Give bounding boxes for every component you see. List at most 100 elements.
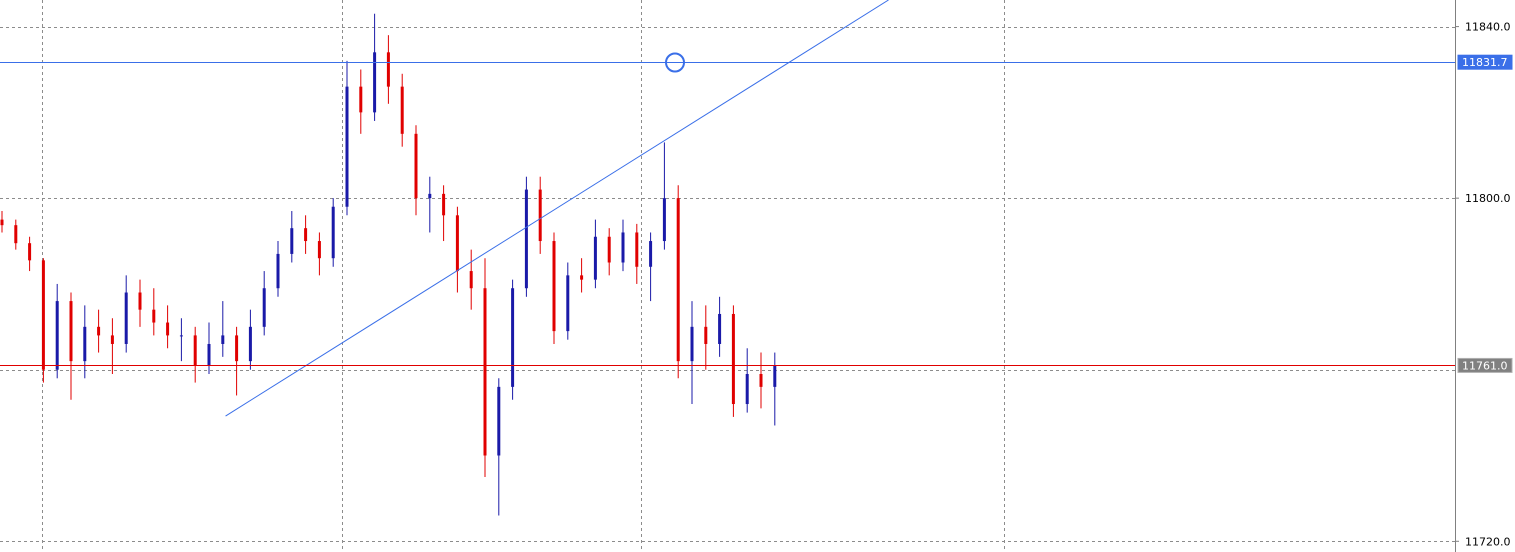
candle-body <box>179 335 183 337</box>
candle <box>676 185 680 379</box>
candle <box>69 292 73 400</box>
candle <box>759 352 763 409</box>
candle-body <box>152 309 156 323</box>
candle <box>580 258 584 293</box>
candle-body <box>745 374 749 405</box>
candle-body <box>704 326 708 344</box>
candle <box>414 125 418 216</box>
candle <box>511 279 515 400</box>
candle <box>152 288 156 336</box>
candle <box>28 236 32 272</box>
candle <box>635 223 639 284</box>
candle <box>138 279 142 327</box>
candle-body <box>28 243 32 261</box>
candle-body <box>41 260 45 370</box>
candle <box>14 219 18 250</box>
candle-body <box>276 253 280 289</box>
candle <box>97 309 101 353</box>
candle <box>497 378 501 516</box>
candle-body <box>0 219 4 226</box>
candle <box>317 232 321 276</box>
price-label-box <box>1457 54 1513 70</box>
candle-body <box>124 292 128 344</box>
candle <box>124 275 128 353</box>
candle <box>483 258 487 477</box>
grid <box>0 0 1455 552</box>
candle-body <box>690 326 694 362</box>
y-tick-label: 11720.0 <box>1465 535 1511 548</box>
candle-body <box>83 326 87 362</box>
candle <box>41 258 45 383</box>
candle <box>248 309 252 370</box>
candle <box>400 73 404 147</box>
candle <box>193 326 197 383</box>
candle <box>290 211 294 263</box>
candle-body <box>400 86 404 134</box>
candle-body <box>386 52 390 87</box>
candle-body <box>55 301 59 370</box>
price-axis[interactable]: 11840.0 11800.0 11720.0 11831.7 11761.0 <box>1455 21 1513 549</box>
candle-body <box>593 236 597 280</box>
candle-body <box>304 228 308 242</box>
candle-body <box>524 189 528 289</box>
candle <box>386 35 390 104</box>
candle <box>731 305 735 417</box>
candles <box>0 13 777 516</box>
candle <box>621 219 625 272</box>
candle-body <box>207 343 211 366</box>
candle <box>331 198 335 267</box>
candle <box>566 262 570 340</box>
candle <box>649 232 653 302</box>
y-tick-label: 11840.0 <box>1465 21 1511 34</box>
candle <box>607 228 611 276</box>
candle-body <box>248 326 252 362</box>
candle-body <box>676 198 680 362</box>
candle-body <box>262 288 266 327</box>
candle <box>304 215 308 254</box>
candle-body <box>373 52 377 113</box>
candle-body <box>731 313 735 405</box>
candle <box>83 305 87 379</box>
candle <box>455 206 459 293</box>
candle <box>538 176 542 254</box>
candle <box>442 185 446 242</box>
candle <box>773 352 777 426</box>
candle-body <box>511 288 515 387</box>
candle-body <box>469 271 473 289</box>
candle-body <box>69 301 73 362</box>
candle-body <box>718 313 722 344</box>
trendline[interactable] <box>225 0 889 417</box>
candle-body <box>331 206 335 259</box>
candle-body <box>442 193 446 216</box>
candle-body <box>538 189 542 242</box>
candle-body <box>649 241 653 267</box>
candle-body <box>290 228 294 254</box>
candle-body <box>497 386 501 456</box>
selection-handle[interactable] <box>665 52 685 73</box>
candle-body <box>580 275 584 280</box>
candle <box>345 60 349 216</box>
price-level-label: 11761.0 <box>1462 359 1508 372</box>
candle <box>662 142 666 250</box>
candle-body <box>607 236 611 263</box>
candle-body <box>14 225 18 244</box>
candle-body <box>317 241 321 259</box>
candle <box>166 305 170 349</box>
candle <box>179 318 183 362</box>
candle-body <box>221 335 225 344</box>
candle-body <box>193 335 197 366</box>
candle-body <box>566 275 570 332</box>
candle <box>221 301 225 357</box>
candle-body <box>414 133 418 199</box>
chart-objects[interactable] <box>0 0 1455 417</box>
candle-body <box>662 198 666 242</box>
candle-body <box>428 193 432 199</box>
candle <box>469 249 473 310</box>
candle <box>0 211 4 233</box>
y-tick-label: 11800.0 <box>1465 192 1511 205</box>
candle <box>704 305 708 370</box>
candle <box>718 296 722 357</box>
candle <box>690 301 694 405</box>
candle <box>373 13 377 121</box>
